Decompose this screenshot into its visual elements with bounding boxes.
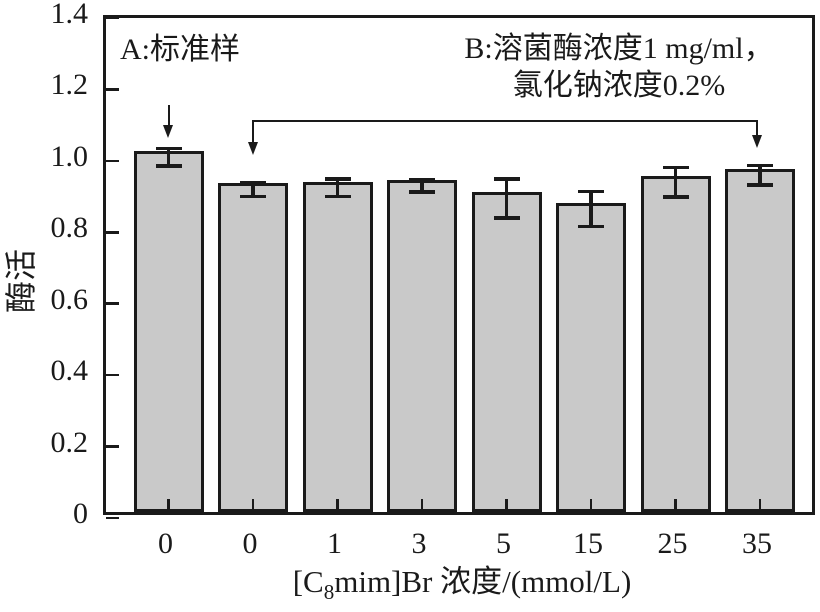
error-bar-bottom-cap (578, 224, 604, 229)
x-axis-tick-label: 0 (242, 527, 258, 560)
x-axis-title-subscript: 8 (323, 580, 335, 605)
bar (302, 181, 373, 512)
annotation-b-bracket-line (253, 120, 757, 122)
y-axis-tick-label: 1.2 (50, 68, 89, 102)
annotation-a-arrow-line (167, 105, 170, 127)
y-axis-tick-label: 1.4 (50, 0, 89, 30)
error-bar-bottom-cap (493, 216, 520, 220)
error-bar-line (335, 178, 340, 197)
bar (218, 183, 288, 512)
x-axis-tick-label: 0 (158, 527, 173, 560)
bar (556, 203, 626, 512)
error-bar-bottom-cap (155, 164, 182, 168)
y-axis-tick (106, 231, 119, 234)
x-axis-title: [C8mim]Br 浓度/(mmol/L) (252, 564, 672, 610)
bar (471, 192, 542, 512)
y-axis-tick (106, 516, 119, 520)
annotation-b-line1: B:溶菌酶浓度1 mg/ml， (464, 32, 774, 65)
y-axis-tick (106, 16, 119, 20)
error-bar-top-cap (747, 163, 773, 168)
x-axis-tick-label: 25 (657, 527, 688, 560)
bar (640, 176, 711, 512)
y-axis-tick-label: 0.8 (50, 211, 89, 245)
error-bar-bottom-cap (240, 194, 266, 199)
bar (725, 169, 795, 512)
bar (133, 151, 204, 512)
bar (387, 179, 457, 512)
y-axis-tick-label: 0.6 (50, 282, 89, 316)
x-axis-tick (758, 499, 762, 512)
error-bar-top-cap (409, 177, 435, 182)
y-axis-tick (106, 88, 119, 91)
error-bar-line (758, 165, 762, 186)
error-bar-top-cap (324, 177, 351, 181)
x-axis-tick (420, 499, 424, 512)
annotation-b-left-arrow-line (252, 120, 254, 144)
error-bar-top-cap (578, 189, 604, 194)
y-axis-tick (106, 445, 119, 448)
error-bar-top-cap (240, 180, 266, 185)
x-axis-title-suffix: mim]Br 浓度/(mmol/L) (334, 564, 632, 599)
plot-area: A:标准样 B:溶菌酶浓度1 mg/ml， 氯化钠浓度0.2% (103, 15, 815, 520)
x-axis-tick (167, 499, 170, 512)
error-bar-line (251, 182, 255, 197)
x-axis-tick (589, 499, 593, 512)
y-axis-tick-label: 0.4 (50, 354, 89, 388)
x-axis-tick-label: 15 (573, 527, 603, 560)
y-axis-tick-label: 0 (73, 497, 88, 530)
y-axis-tick (106, 159, 119, 163)
error-bar-bottom-cap (409, 190, 435, 194)
annotation-b-right-arrow-line (756, 120, 758, 137)
x-axis-tick (505, 499, 508, 512)
x-axis-tick (251, 499, 255, 512)
error-bar-line (166, 148, 171, 167)
x-axis-title-prefix: [C (292, 564, 324, 599)
x-axis-tick-label: 3 (411, 527, 427, 560)
x-axis-tick-label: 1 (327, 527, 342, 560)
annotation-b-right-arrow-head-icon (751, 135, 762, 148)
error-bar-bottom-cap (662, 195, 689, 199)
error-bar-top-cap (662, 165, 689, 170)
y-axis-tick (106, 373, 119, 377)
error-bar-line (420, 179, 424, 193)
annotation-b-left-arrow-head-icon (247, 142, 258, 155)
annotation-a-standard-sample: A:标准样 (120, 33, 240, 66)
annotation-b-line2: 氯化钠浓度0.2% (512, 69, 726, 102)
error-bar-line (504, 178, 509, 218)
y-axis-tick-label: 0.2 (50, 425, 89, 459)
x-axis-tick (674, 499, 677, 512)
y-axis-tick-label: 1.0 (50, 139, 89, 173)
error-bar-bottom-cap (324, 194, 351, 199)
x-axis-tick-label: 5 (496, 527, 511, 560)
x-axis-tick-label: 35 (742, 527, 772, 560)
error-bar-top-cap (155, 146, 182, 151)
error-bar-line (589, 191, 593, 227)
error-bar-top-cap (493, 177, 520, 181)
annotation-a-arrow-head-icon (163, 125, 173, 138)
y-axis-tick (106, 302, 119, 305)
error-bar-bottom-cap (747, 183, 773, 187)
x-axis-tick (336, 499, 339, 512)
error-bar-line (673, 167, 678, 198)
annotation-b-conditions: B:溶菌酶浓度1 mg/ml， 氯化钠浓度0.2% (419, 30, 819, 104)
